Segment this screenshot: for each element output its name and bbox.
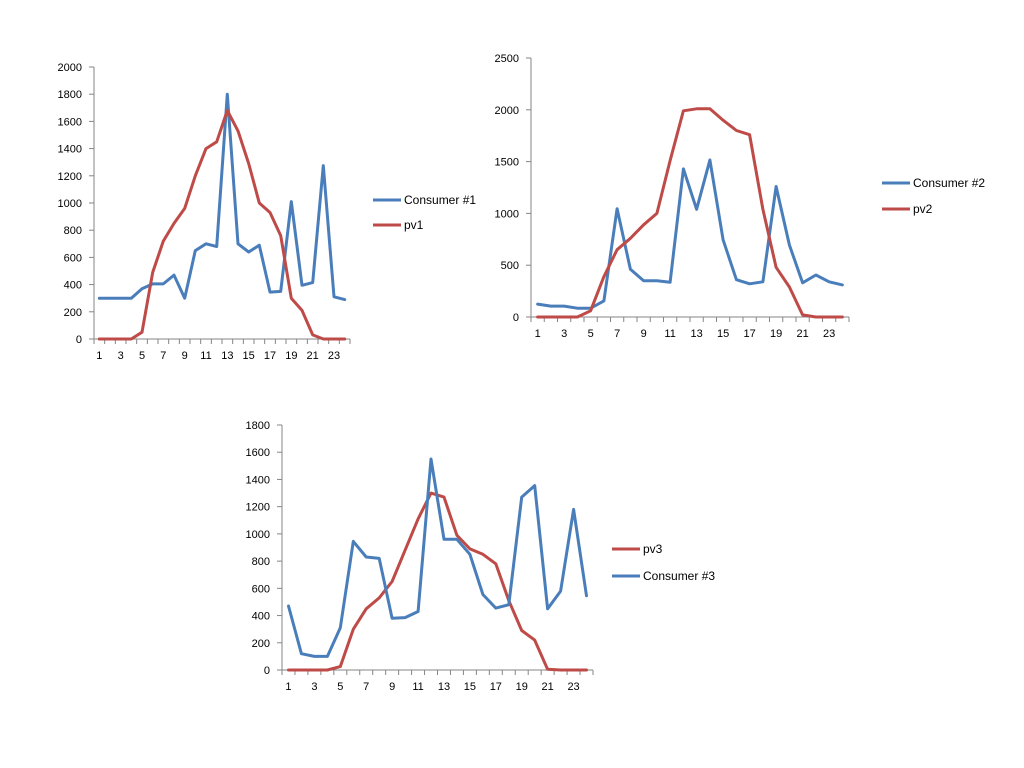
y-tick-label: 0 xyxy=(513,312,519,324)
y-tick-label: 200 xyxy=(252,638,270,650)
series-line-consumer-3 xyxy=(287,457,588,658)
y-tick-label: 1600 xyxy=(58,116,82,128)
x-tick-label: 9 xyxy=(389,681,395,693)
legend-label: Consumer #3 xyxy=(643,569,715,583)
series-line-consumer-1 xyxy=(97,92,347,302)
x-tick-label: 7 xyxy=(160,350,166,362)
series-line-pv2 xyxy=(536,107,844,319)
y-tick-label: 1400 xyxy=(58,144,82,156)
legend-label: pv3 xyxy=(643,542,663,556)
y-tick-label: 2500 xyxy=(495,53,519,65)
x-tick-label: 19 xyxy=(285,350,297,362)
y-tick-label: 0 xyxy=(76,334,82,346)
legend-label: pv1 xyxy=(404,218,424,232)
x-tick-label: 21 xyxy=(542,681,554,693)
x-tick-label: 9 xyxy=(641,328,647,340)
y-tick-label: 500 xyxy=(501,260,519,272)
series-line-pv1 xyxy=(97,109,347,341)
x-tick-label: 23 xyxy=(567,681,579,693)
x-tick-label: 11 xyxy=(200,350,211,362)
y-tick-label: 2000 xyxy=(495,105,519,117)
x-tick-label: 11 xyxy=(664,328,675,340)
y-tick-label: 1500 xyxy=(495,157,519,169)
y-tick-label: 200 xyxy=(64,307,82,319)
y-tick-label: 400 xyxy=(252,611,270,623)
x-tick-label: 19 xyxy=(516,681,528,693)
y-tick-label: 1000 xyxy=(246,529,270,541)
y-tick-label: 600 xyxy=(252,583,270,595)
y-tick-label: 0 xyxy=(264,665,270,677)
x-tick-label: 5 xyxy=(337,681,343,693)
y-tick-label: 600 xyxy=(64,252,82,264)
x-tick-label: 15 xyxy=(464,681,476,693)
y-tick-label: 1400 xyxy=(246,474,270,486)
x-tick-label: 21 xyxy=(307,350,319,362)
x-tick-label: 3 xyxy=(561,328,567,340)
y-tick-label: 1800 xyxy=(58,89,82,101)
y-tick-label: 1000 xyxy=(495,208,519,220)
x-tick-label: 3 xyxy=(118,350,124,362)
x-tick-label: 13 xyxy=(691,328,703,340)
x-tick-label: 7 xyxy=(614,328,620,340)
x-tick-label: 9 xyxy=(182,350,188,362)
x-tick-label: 13 xyxy=(221,350,233,362)
y-tick-label: 1200 xyxy=(246,502,270,514)
x-tick-label: 17 xyxy=(490,681,502,693)
x-tick-label: 15 xyxy=(243,350,255,362)
y-tick-label: 1000 xyxy=(58,198,82,210)
y-tick-label: 400 xyxy=(64,280,82,292)
y-tick-label: 1600 xyxy=(246,447,270,459)
series-line-consumer-2 xyxy=(536,158,844,310)
y-tick-label: 1200 xyxy=(58,171,82,183)
y-tick-label: 1800 xyxy=(246,420,270,432)
x-tick-label: 7 xyxy=(363,681,369,693)
x-tick-label: 17 xyxy=(744,328,756,340)
y-tick-label: 800 xyxy=(64,225,82,237)
x-tick-label: 19 xyxy=(770,328,782,340)
x-tick-label: 11 xyxy=(412,681,423,693)
x-tick-label: 13 xyxy=(438,681,450,693)
legend-label: pv2 xyxy=(913,202,933,216)
x-tick-label: 3 xyxy=(311,681,317,693)
x-tick-label: 1 xyxy=(96,350,102,362)
x-tick-label: 23 xyxy=(823,328,835,340)
x-tick-label: 5 xyxy=(139,350,145,362)
x-tick-label: 1 xyxy=(535,328,541,340)
x-tick-label: 23 xyxy=(328,350,340,362)
x-tick-label: 17 xyxy=(264,350,276,362)
x-tick-label: 1 xyxy=(285,681,291,693)
legend-label: Consumer #2 xyxy=(913,176,985,190)
legend-label: Consumer #1 xyxy=(404,193,476,207)
y-tick-label: 2000 xyxy=(58,62,82,74)
x-tick-label: 5 xyxy=(588,328,594,340)
y-tick-label: 800 xyxy=(252,556,270,568)
x-tick-label: 15 xyxy=(717,328,729,340)
x-tick-label: 21 xyxy=(797,328,809,340)
